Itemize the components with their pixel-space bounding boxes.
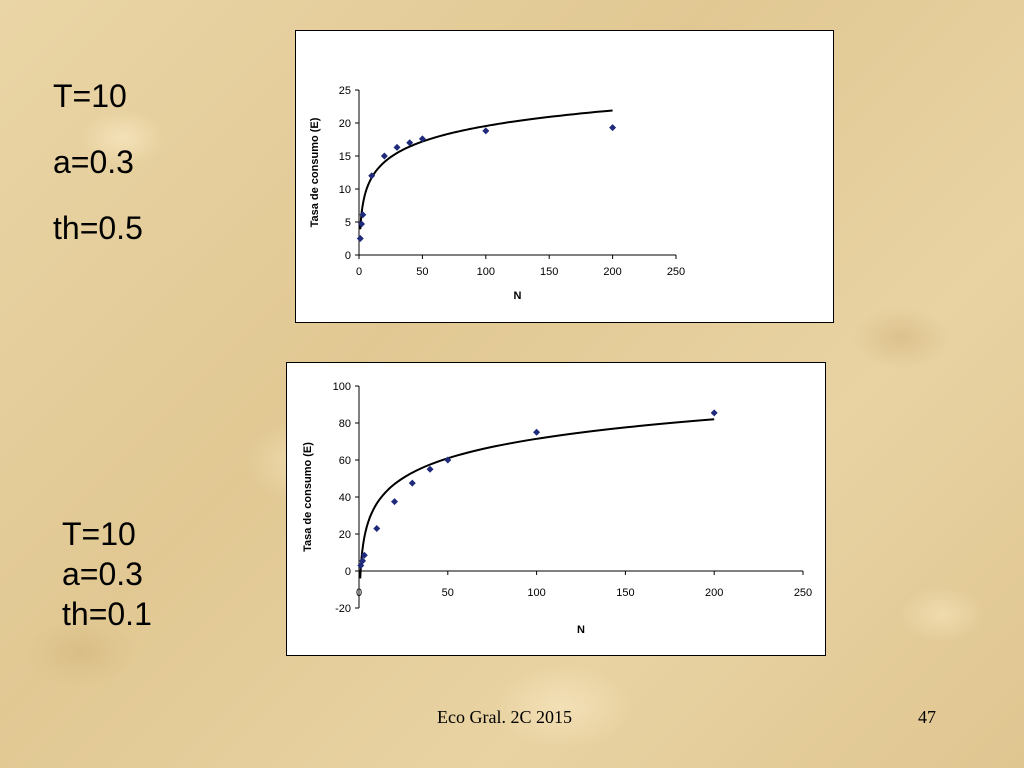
data-point xyxy=(426,465,434,473)
parameters-bottom: T=10 a=0.3 th=0.1 xyxy=(62,514,152,634)
y-tick-label: 5 xyxy=(345,217,351,229)
x-tick-label: 200 xyxy=(603,266,621,278)
data-point xyxy=(444,456,452,464)
y-tick-label: 20 xyxy=(339,529,351,541)
data-point xyxy=(408,479,416,487)
param-a-label: a=0.3 xyxy=(53,144,134,180)
y-tick-label: 80 xyxy=(339,418,351,430)
y-tick-label: -20 xyxy=(335,603,351,615)
x-tick-label: 0 xyxy=(356,266,362,278)
data-point xyxy=(359,211,367,219)
x-tick-label: 200 xyxy=(705,587,723,599)
data-point xyxy=(609,124,617,132)
data-point xyxy=(360,551,368,559)
data-point xyxy=(482,127,490,135)
y-axis-title: Tasa de consumo (E) xyxy=(309,117,321,227)
x-tick-label: 100 xyxy=(527,587,545,599)
chart-bottom-svg: -20 0 20 40 60 80 100 0 50 100 150 200 250 N Tasa de c… xyxy=(302,381,812,636)
y-tick-label: 40 xyxy=(339,492,351,504)
x-axis-title: N xyxy=(577,624,585,636)
x-tick-label: 250 xyxy=(667,266,685,278)
x-tick-label: 250 xyxy=(794,587,812,599)
trend-curve xyxy=(359,109,613,230)
param-t-label: T=10 xyxy=(53,78,127,114)
param-th-label: th=0.5 xyxy=(53,210,143,246)
data-point xyxy=(418,135,426,143)
param-t-label: T=10 xyxy=(62,516,136,552)
data-point xyxy=(391,498,399,506)
data-point xyxy=(406,139,414,147)
x-tick-label: 50 xyxy=(442,587,454,599)
footer-page-number: 47 xyxy=(918,707,936,727)
parameters-top: T=10 a=0.3 th=0.5 xyxy=(53,76,143,274)
param-th-label: th=0.1 xyxy=(62,596,152,632)
footer-course-label: Eco Gral. 2C 2015 xyxy=(437,707,572,727)
data-point xyxy=(358,220,366,228)
y-tick-label: 15 xyxy=(339,151,351,163)
trend-curve xyxy=(359,418,715,579)
data-point xyxy=(368,172,376,180)
y-tick-label: 60 xyxy=(339,455,351,467)
y-tick-label: 0 xyxy=(345,566,351,578)
x-tick-label: 100 xyxy=(477,266,495,278)
param-a-label: a=0.3 xyxy=(62,556,143,592)
data-point xyxy=(533,428,541,436)
x-tick-label: 50 xyxy=(416,266,428,278)
y-tick-label: 20 xyxy=(339,118,351,130)
chart-bottom-panel: -20 0 20 40 60 80 100 0 50 100 150 200 250 N Tasa de c… xyxy=(286,362,826,656)
chart-top-panel: 0 5 10 15 20 25 0 50 100 150 200 250 N Tasa de consum… xyxy=(295,30,834,323)
data-point xyxy=(393,143,401,151)
x-axis-title: N xyxy=(514,290,522,302)
data-point xyxy=(359,557,367,565)
y-tick-label: 25 xyxy=(339,85,351,97)
x-tick-label: 0 xyxy=(356,587,362,599)
x-tick-label: 150 xyxy=(616,587,634,599)
data-point xyxy=(380,152,388,160)
x-tick-label: 150 xyxy=(540,266,558,278)
y-tick-label: 10 xyxy=(339,184,351,196)
y-tick-label: 100 xyxy=(333,381,351,393)
y-axis-title: Tasa de consumo (E) xyxy=(302,442,314,552)
y-tick-label: 0 xyxy=(345,250,351,262)
data-point xyxy=(356,235,364,242)
data-point xyxy=(373,524,381,532)
data-point xyxy=(710,409,718,417)
